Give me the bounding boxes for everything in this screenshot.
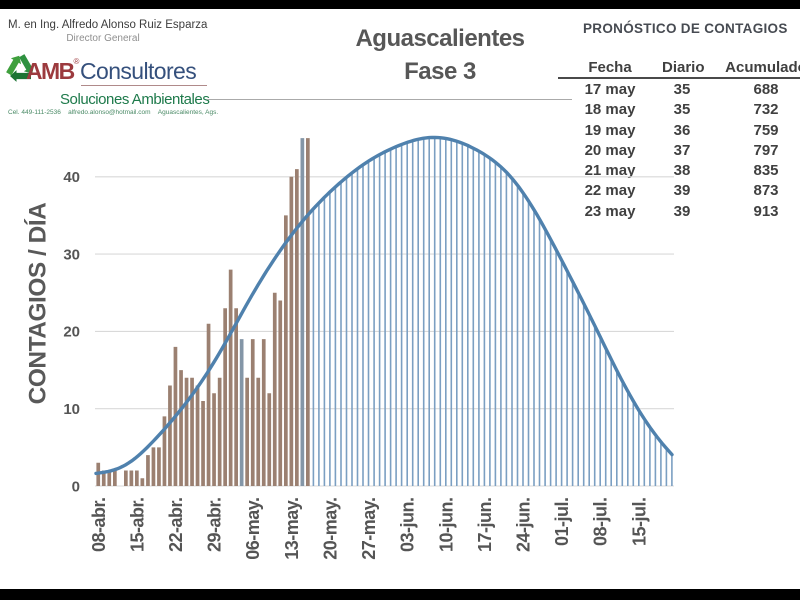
svg-text:01-jul.: 01-jul.: [552, 498, 572, 547]
svg-text:10-jun.: 10-jun.: [436, 498, 456, 553]
svg-text:20-may.: 20-may.: [320, 498, 340, 560]
svg-text:08-jul.: 08-jul.: [591, 498, 611, 547]
svg-text:17-jun.: 17-jun.: [475, 498, 495, 553]
svg-text:40: 40: [63, 169, 80, 186]
svg-text:20: 20: [63, 324, 80, 341]
svg-text:15-abr.: 15-abr.: [127, 498, 147, 553]
svg-text:CONTAGIOS / DÍA: CONTAGIOS / DÍA: [24, 202, 52, 404]
svg-text:06-may.: 06-may.: [243, 498, 263, 560]
svg-text:03-jun.: 03-jun.: [398, 498, 418, 553]
svg-text:15-jul.: 15-jul.: [629, 498, 649, 547]
svg-text:27-may.: 27-may.: [359, 498, 379, 560]
svg-text:29-abr.: 29-abr.: [205, 498, 225, 553]
svg-text:24-jun.: 24-jun.: [514, 498, 534, 553]
svg-text:13-may.: 13-may.: [282, 498, 302, 560]
svg-text:30: 30: [63, 246, 80, 263]
svg-text:0: 0: [72, 478, 80, 495]
svg-text:22-abr.: 22-abr.: [166, 498, 186, 553]
svg-text:08-abr.: 08-abr.: [89, 498, 109, 553]
svg-text:10: 10: [63, 401, 80, 418]
